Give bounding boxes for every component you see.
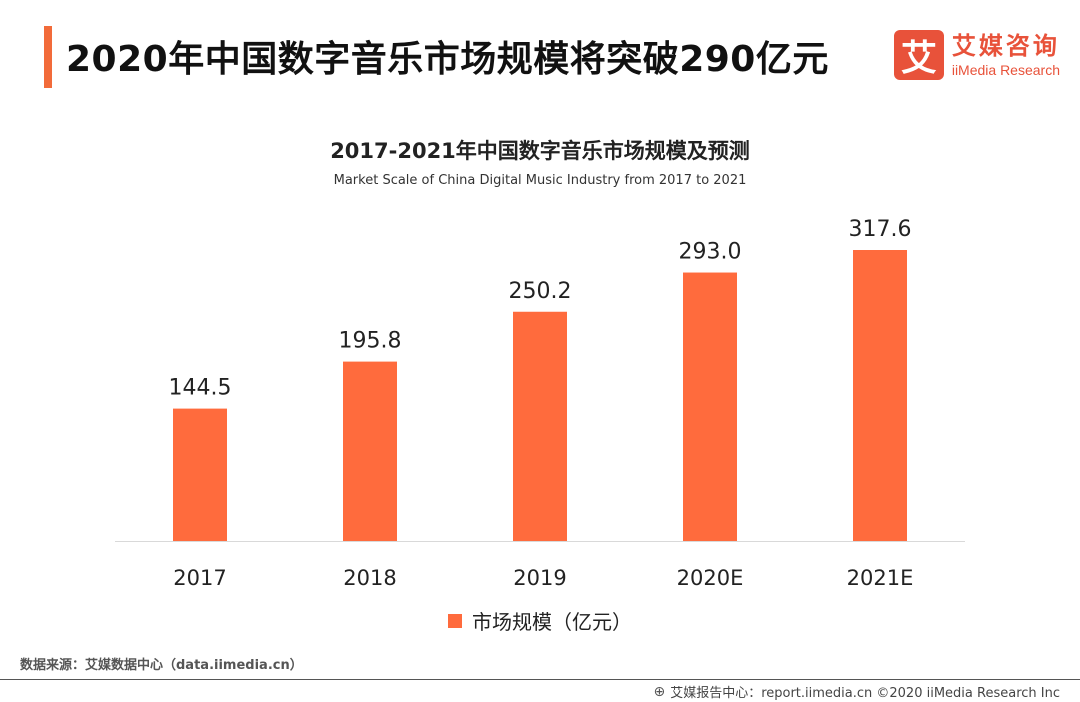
- x-tick-label-2021E: 2021E: [847, 566, 914, 590]
- chart-subtitle: Market Scale of China Digital Music Indu…: [333, 173, 747, 188]
- bar-2020E: [683, 272, 737, 541]
- value-label-2019: 250.2: [509, 279, 572, 304]
- x-tick-label-2018: 2018: [343, 566, 396, 590]
- value-label-2017: 144.5: [169, 376, 232, 401]
- chart-legend: 市场规模（亿元）: [0, 606, 1080, 635]
- footer-text: 艾媒报告中心：report.iimedia.cn ©2020 iiMedia R…: [670, 686, 1060, 701]
- logo-mark: 艾: [893, 30, 944, 80]
- logo-chinese-name: 艾媒咨询: [951, 31, 1060, 60]
- data-source: 数据来源：艾媒数据中心（data.iimedia.cn）: [20, 658, 303, 673]
- bar-2019: [513, 311, 567, 541]
- x-tick-label-2019: 2019: [513, 566, 566, 590]
- bar-2018: [343, 361, 397, 541]
- title-accent-bar: [44, 26, 52, 88]
- logo-english-name: iiMedia Research: [951, 61, 1060, 78]
- page-title: 2020年中国数字音乐市场规模将突破290亿元: [66, 39, 829, 80]
- iimedia-logo: 艾 艾媒咨询 iiMedia Research: [893, 30, 1060, 80]
- bar-2021E: [853, 250, 907, 541]
- value-label-2021E: 317.6: [849, 217, 912, 242]
- x-tick-label-2017: 2017: [173, 566, 226, 590]
- footer: ⊕ 艾媒报告中心：report.iimedia.cn ©2020 iiMedia…: [653, 682, 1060, 702]
- footer-divider: [0, 679, 1080, 680]
- value-label-2018: 195.8: [339, 329, 402, 354]
- globe-icon: ⊕: [653, 683, 666, 700]
- value-label-2020E: 293.0: [679, 240, 742, 265]
- legend-label: 市场规模（亿元）: [472, 610, 632, 634]
- bar-2017: [173, 408, 227, 541]
- x-tick-label-2020E: 2020E: [677, 566, 744, 590]
- legend-swatch: [448, 613, 462, 628]
- chart-title: 2017-2021年中国数字音乐市场规模及预测: [330, 139, 750, 163]
